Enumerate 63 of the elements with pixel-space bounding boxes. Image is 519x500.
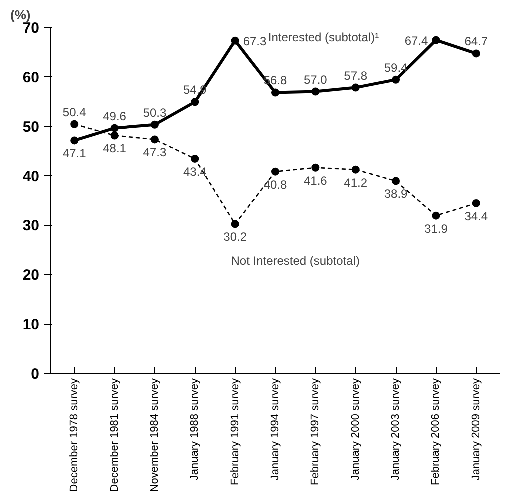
point — [352, 166, 360, 174]
point — [150, 120, 159, 129]
data-label: 41.6 — [304, 174, 328, 188]
x-tick-label: December 1978 survey — [68, 378, 81, 492]
y-tick-label: 30 — [22, 218, 40, 235]
point — [312, 164, 320, 172]
x-tick-label: February 1997 survey — [310, 378, 322, 486]
point — [392, 76, 400, 84]
point — [70, 136, 79, 145]
data-label: 43.4 — [183, 164, 208, 179]
point — [432, 212, 440, 220]
point — [432, 36, 440, 44]
y-tick-label: 40 — [22, 168, 40, 186]
point — [272, 88, 280, 97]
data-label: 57.8 — [344, 68, 368, 83]
point — [312, 88, 320, 96]
y-tick-label: 20 — [22, 267, 40, 284]
point — [110, 132, 119, 140]
x-tick-label: January 1988 survey — [189, 378, 202, 481]
data-label: 34.4 — [464, 209, 488, 224]
y-tick-label: 0 — [31, 366, 40, 383]
series-label: Interested (subtotal)¹ — [268, 30, 380, 44]
data-label: 49.6 — [103, 109, 127, 124]
point — [70, 120, 79, 128]
point — [472, 199, 480, 208]
y-tick-label: 10 — [22, 316, 40, 334]
data-label: 31.9 — [424, 222, 448, 236]
data-label: 64.7 — [464, 34, 488, 49]
point — [392, 177, 400, 186]
data-label: 41.2 — [344, 176, 368, 190]
y-tick-label: 50 — [22, 118, 40, 136]
data-label: 57.0 — [304, 72, 328, 87]
data-label: 47.1 — [62, 146, 87, 161]
point — [150, 136, 159, 144]
point — [352, 84, 360, 92]
point — [191, 98, 200, 106]
data-label: 48.1 — [103, 142, 127, 156]
data-label: 67.4 — [404, 34, 429, 48]
point — [231, 220, 240, 228]
text: Not Interested (subtotal) — [231, 254, 360, 268]
x-tick-label: January 2009 survey — [470, 378, 482, 481]
point — [110, 124, 119, 132]
data-label: 47.3 — [143, 146, 167, 160]
x-tick-label: January 2003 survey — [390, 378, 402, 481]
x-tick-label: February 1991 survey — [229, 378, 242, 486]
x-tick-label: November 1984 survey — [148, 378, 161, 492]
x-tick-label: February 2006 survey — [430, 378, 442, 486]
point — [231, 36, 240, 45]
data-label: 59.4 — [384, 60, 408, 75]
data-label: 50.3 — [143, 106, 167, 120]
point — [472, 50, 480, 58]
data-label: 40.8 — [264, 178, 288, 192]
x-tick-label: January 1994 survey — [270, 378, 282, 481]
x-tick-label: January 2000 survey — [350, 378, 362, 481]
point — [191, 154, 200, 163]
data-label: 38.9 — [384, 187, 408, 202]
data-label: 67.3 — [243, 34, 268, 48]
x-tick-label: December 1981 survey — [108, 378, 121, 492]
data-label: 50.4 — [62, 105, 87, 120]
point — [272, 168, 280, 176]
y-tick-label: 60 — [22, 69, 40, 86]
data-label: 30.2 — [224, 230, 248, 244]
y-axis-title: (%) — [10, 8, 31, 22]
